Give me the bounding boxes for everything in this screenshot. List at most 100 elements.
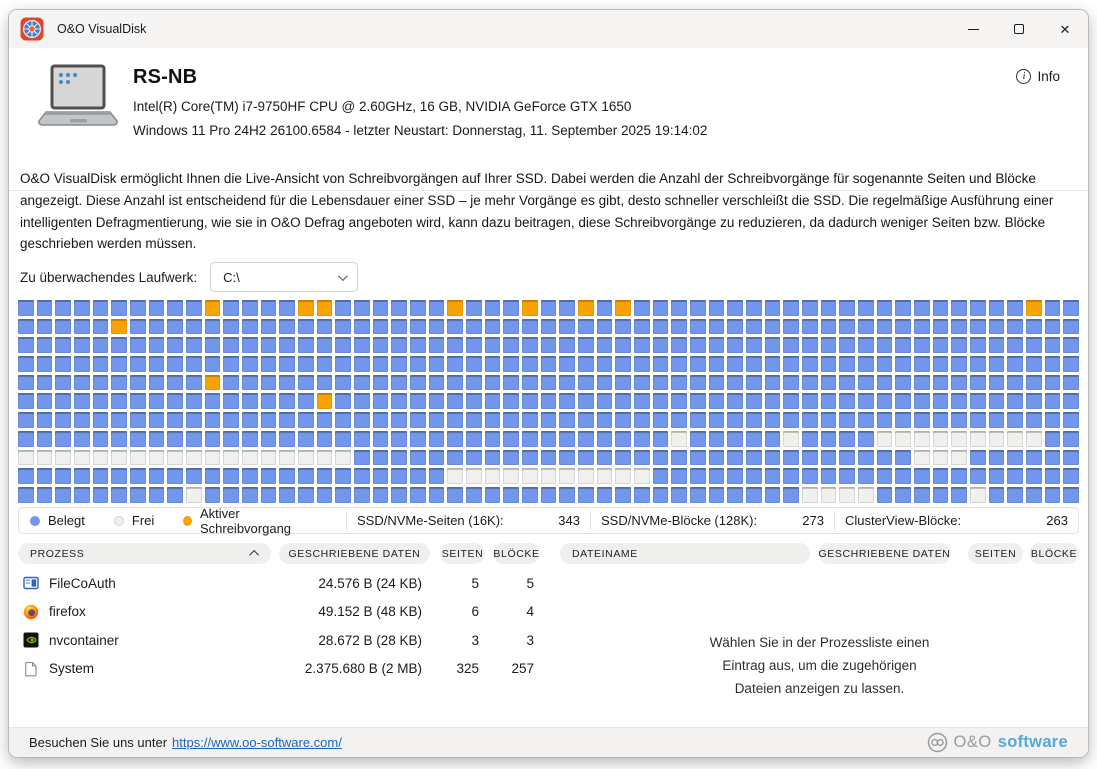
disk-cell-used [316,337,333,354]
disk-cell-used [447,486,463,503]
disk-cell-used [559,318,575,335]
disk-cell-free [335,449,351,466]
disk-cell-used [186,318,202,335]
disk-cell-used [391,318,407,335]
disk-cell-used [615,337,631,354]
process-row-nvcontainer[interactable]: nvcontainer 28.672 B (28 KB) 3 3 [18,626,542,655]
disk-cell-used [503,356,519,372]
minimize-button[interactable] [950,10,996,48]
disk-cell-used [279,318,295,335]
disk-cell-used [1063,468,1079,484]
disk-cell-used [951,318,967,335]
disk-cell-used [111,374,127,391]
disk-cell-used [316,412,333,428]
disk-cell-used [1026,486,1042,503]
disk-cell-used [372,468,389,484]
disk-cell-used [802,412,818,428]
maximize-button[interactable] [996,10,1042,48]
disk-cell-used [559,486,575,503]
disk-cell-used [204,337,221,354]
disk-cell-used [858,374,874,391]
disk-cell-used [18,393,34,410]
disk-cell-used [914,374,930,391]
column-header-bloecke[interactable]: BLÖCKE [493,543,540,564]
disk-cell-used [447,337,463,354]
disk-cell-used [74,300,90,316]
disk-cell-used [428,486,445,503]
disk-cell-used [783,300,799,316]
drive-select-dropdown[interactable]: C:\ [210,262,359,292]
disk-cell-used [708,430,725,447]
disk-cell-used [260,356,277,372]
disk-cell-used [951,468,967,484]
disk-cell-used [148,356,165,372]
info-button[interactable]: i Info [1016,69,1060,84]
aktiv-dot-icon [183,515,192,526]
disk-cell-used [522,337,538,354]
process-row-filecoauth[interactable]: FileCoAuth 24.576 B (24 KB) 5 5 [18,569,542,598]
disk-cell-used [988,449,1005,466]
disk-cell-used [260,318,277,335]
disk-cell-used [503,318,519,335]
disk-cell-used [36,374,53,391]
disk-cell-used [484,374,501,391]
description-text: O&O VisualDisk ermöglicht Ihnen die Live… [20,171,1054,252]
column-header-geschriebene-daten-dateien[interactable]: GESCHRIEBENE DATEN [818,543,951,564]
disk-cell-used [316,430,333,447]
disk-cell-used [858,356,874,372]
disk-cell-used [18,430,34,447]
disk-cell-used [1026,337,1042,354]
process-row-system[interactable]: System 2.375.680 B (2 MB) 325 257 [18,655,542,684]
disk-cell-used [1044,449,1061,466]
disk-cell-free [596,468,613,484]
disk-cell-used [522,393,538,410]
disk-cell-used [18,374,34,391]
disk-cell-used [74,468,90,484]
process-row-firefox[interactable]: firefox 49.152 B (48 KB) 6 4 [18,598,542,627]
disk-cell-used [1026,412,1042,428]
legend-stats-bar: Belegt Frei Aktiver Schreibvorgang SSD/N… [18,506,1079,536]
disk-cell-used [727,300,743,316]
disk-cell-used [354,318,370,335]
disk-cell-used [932,337,949,354]
disk-cell-used [746,374,762,391]
disk-cell-used [354,468,370,484]
disk-cell-used [578,430,594,447]
disk-cell-used [708,374,725,391]
disk-cell-used [354,393,370,410]
disk-cell-used [932,393,949,410]
disk-cell-used [522,449,538,466]
disk-cell-used [1026,356,1042,372]
disk-cell-free [970,430,986,447]
disk-cell-used [876,486,893,503]
disk-cell-used [36,300,53,316]
disk-cell-used [428,374,445,391]
header-divider [9,190,1088,191]
disk-cell-free [783,430,799,447]
column-header-geschriebene-daten[interactable]: GESCHRIEBENE DATEN [279,543,430,564]
column-header-dateiname[interactable]: DATEINAME [560,543,810,564]
disk-cell-used [428,430,445,447]
disk-cell-used [652,449,669,466]
disk-cell-free [615,468,631,484]
website-link[interactable]: https://www.oo-software.com/ [172,735,342,750]
disk-cell-used [484,318,501,335]
disk-cell-free [802,486,818,503]
close-button[interactable]: ✕ [1042,10,1088,48]
disk-cell-used [522,486,538,503]
column-header-label: DATEINAME [572,547,638,560]
column-header-seiten-dateien[interactable]: SEITEN [968,543,1023,564]
disk-cell-used [951,486,967,503]
disk-cell-active-write [298,300,314,316]
process-table: PROZESS GESCHRIEBENE DATEN SEITEN BLÖCKE [18,543,542,683]
disk-cell-used [204,468,221,484]
column-header-seiten[interactable]: SEITEN [440,543,485,564]
disk-cell-used [1026,468,1042,484]
column-header-bloecke-dateien[interactable]: BLÖCKE [1029,543,1079,564]
disk-cell-used [876,468,893,484]
disk-cell-used [559,300,575,316]
column-header-prozess[interactable]: PROZESS [18,543,271,564]
disk-cell-active-write [615,300,631,316]
disk-cell-used [18,318,34,335]
disk-cell-used [167,374,183,391]
